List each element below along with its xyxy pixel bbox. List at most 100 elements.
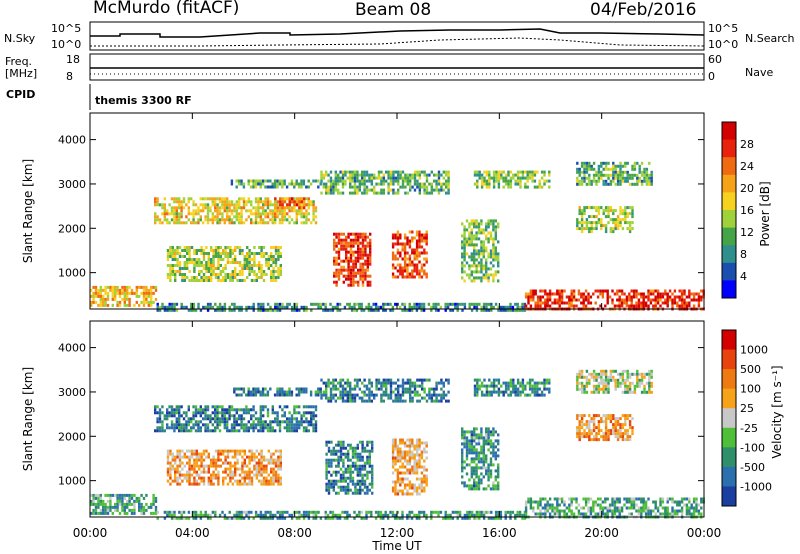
range-cell	[470, 237, 473, 241]
range-cell	[650, 182, 653, 186]
range-cell	[116, 303, 119, 307]
range-cell	[295, 423, 298, 427]
range-cell	[192, 218, 195, 222]
range-cell	[396, 471, 400, 475]
range-cell	[202, 476, 206, 480]
range-cell	[359, 482, 362, 486]
range-cell	[264, 405, 267, 409]
range-cell	[363, 191, 366, 195]
range-cell	[335, 464, 338, 468]
range-cell	[278, 209, 282, 213]
range-cell	[649, 301, 653, 305]
range-cell	[600, 164, 603, 168]
range-cell	[238, 249, 242, 252]
range-cell	[254, 218, 258, 222]
range-cell	[370, 510, 373, 514]
range-cell	[338, 516, 342, 520]
range-cell	[211, 218, 214, 222]
range-cell	[183, 264, 186, 267]
range-cell	[348, 513, 351, 517]
range-cell	[204, 203, 207, 207]
range-cell	[353, 173, 357, 177]
range-cell	[193, 461, 196, 465]
range-cell	[190, 197, 193, 201]
range-cell	[640, 500, 643, 504]
range-cell	[320, 170, 323, 174]
range-cell	[602, 209, 605, 213]
range-cell	[607, 212, 610, 216]
range-cell	[359, 440, 362, 444]
range-cell	[473, 222, 476, 226]
range-cell	[295, 411, 298, 415]
range-cell	[558, 292, 561, 296]
range-cell	[576, 161, 579, 165]
range-cell	[175, 200, 178, 204]
range-cell	[325, 473, 328, 477]
range-cell	[680, 298, 684, 302]
range-cell	[399, 176, 402, 180]
range-cell	[656, 298, 660, 302]
range-cell	[175, 302, 179, 306]
range-cell	[351, 173, 354, 177]
range-cell	[349, 244, 353, 248]
range-cell	[502, 176, 505, 180]
range-cell	[240, 510, 243, 514]
range-cell	[276, 393, 279, 397]
range-cell	[310, 200, 313, 204]
range-cell	[166, 305, 169, 309]
range-cell	[406, 462, 409, 466]
range-cell	[111, 294, 114, 298]
range-cell	[312, 212, 315, 216]
range-cell	[198, 464, 201, 468]
range-cell	[449, 302, 452, 306]
range-cell	[242, 411, 246, 415]
range-cell	[193, 464, 196, 468]
range-cell	[325, 482, 328, 486]
range-cell	[497, 516, 500, 520]
range-cell	[408, 456, 412, 460]
range-cell	[349, 241, 353, 245]
range-cell	[406, 251, 409, 255]
range-cell	[413, 393, 417, 397]
range-cell	[616, 506, 619, 510]
range-cell	[461, 246, 464, 250]
range-cell	[527, 298, 530, 302]
range-cell	[345, 235, 348, 239]
range-cell	[337, 238, 341, 242]
range-cell	[332, 485, 335, 489]
range-cell	[636, 176, 639, 180]
range-cell	[171, 479, 174, 483]
range-cell	[364, 247, 367, 251]
range-cell	[344, 390, 347, 394]
range-cell	[425, 191, 429, 195]
range-cell	[406, 263, 409, 267]
range-cell	[539, 500, 542, 504]
range-cell	[166, 479, 170, 483]
range-cell	[198, 467, 201, 471]
range-cell	[335, 470, 338, 474]
range-cell	[480, 252, 483, 256]
range-cell	[193, 258, 196, 261]
range-cell	[487, 516, 491, 520]
range-cell	[281, 420, 284, 424]
range-cell	[638, 176, 641, 180]
power-cells	[90, 161, 705, 312]
range-cell	[254, 179, 258, 183]
range-cell	[599, 506, 602, 510]
range-cell	[497, 261, 500, 265]
range-cell	[396, 242, 400, 246]
range-cell	[190, 473, 194, 477]
range-cell	[601, 295, 605, 299]
range-cell	[404, 179, 407, 183]
range-cell	[279, 200, 282, 204]
range-cell	[546, 298, 549, 302]
range-cell	[356, 482, 359, 486]
range-cell	[228, 414, 231, 418]
range-cell	[349, 274, 353, 278]
range-cell	[418, 438, 421, 442]
range-cell	[612, 170, 615, 174]
range-cell	[178, 420, 181, 424]
range-cell	[254, 215, 258, 219]
range-cell	[461, 264, 464, 268]
range-cell	[295, 209, 298, 213]
